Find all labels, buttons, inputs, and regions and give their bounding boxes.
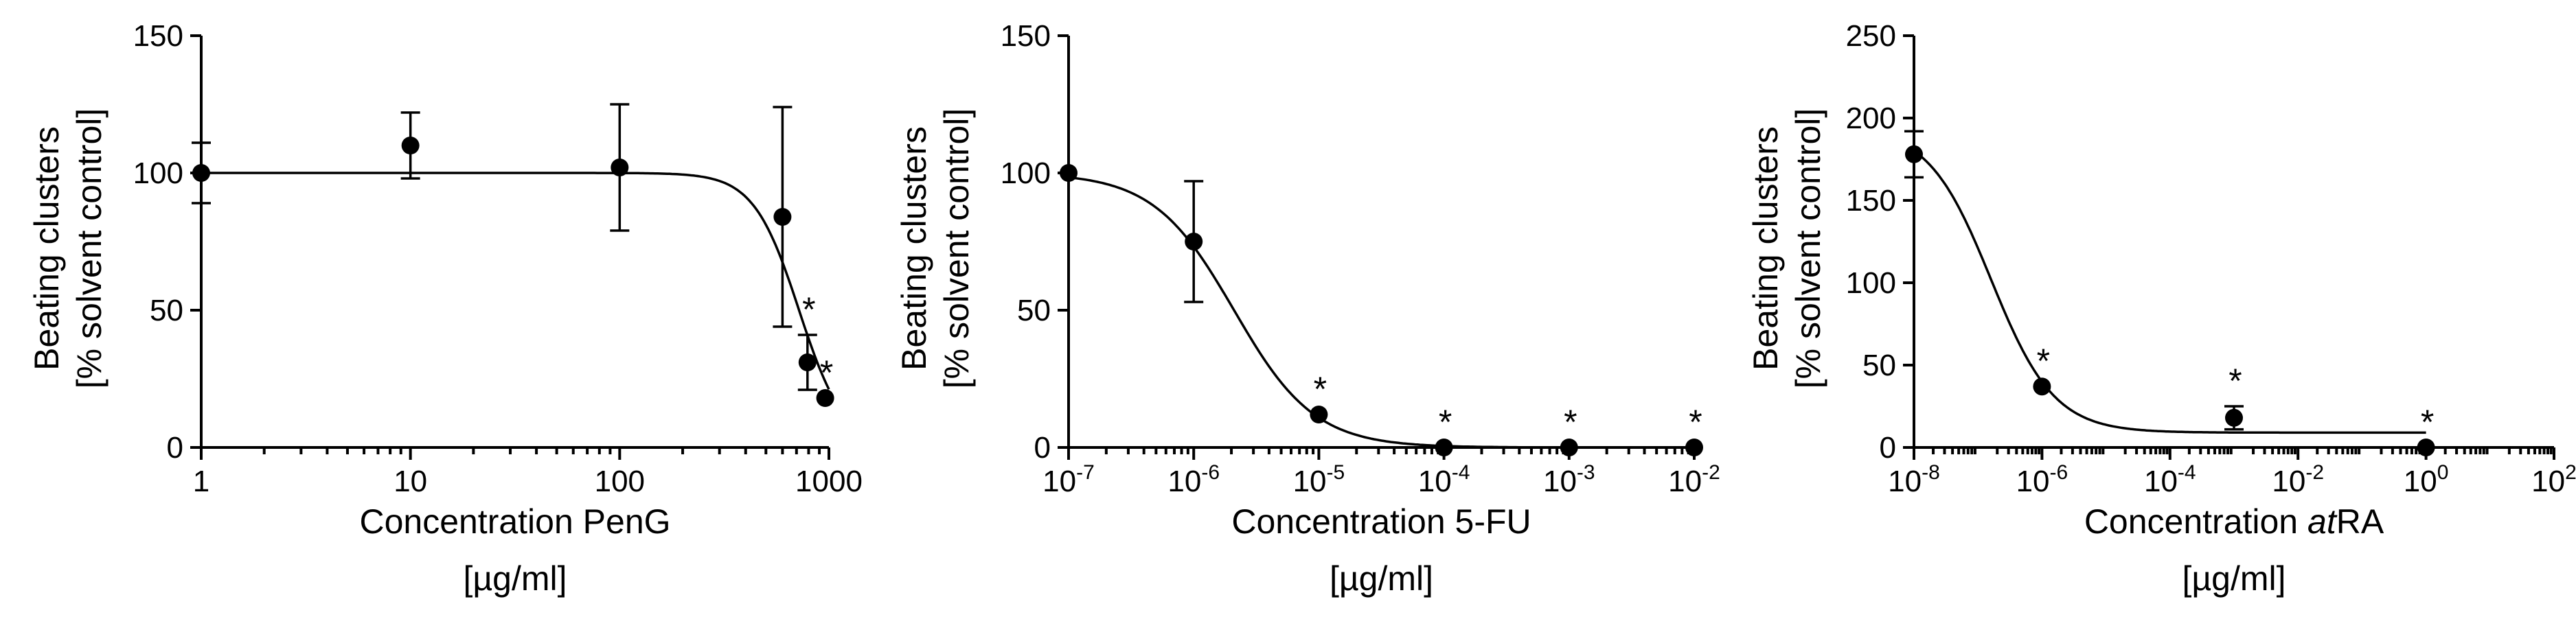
significance-star: * (1314, 370, 1327, 408)
x-axis-title: Concentration PenG (359, 502, 670, 541)
y-tick-label: 50 (150, 294, 183, 327)
data-point (1685, 439, 1703, 456)
x-axis-unit: [µg/ml] (1330, 559, 1433, 598)
fit-curve (1068, 176, 1694, 449)
data-point (1560, 439, 1578, 456)
y-tick-label: 100 (133, 156, 183, 190)
y-tick-label: 0 (1880, 431, 1896, 465)
y-tick-label: 250 (1846, 19, 1896, 53)
x-tick-label: 10-3 (1543, 461, 1595, 498)
fit-curve (1913, 150, 2426, 434)
x-tick-label: 100 (2404, 461, 2449, 498)
y-tick-label: 0 (1034, 431, 1051, 465)
y-tick-label: 200 (1846, 102, 1896, 135)
x-tick-label: 10-5 (1293, 461, 1345, 498)
data-point (192, 164, 210, 182)
y-tick-label: 150 (133, 19, 183, 53)
fit-curve (201, 172, 830, 390)
data-point (1060, 164, 1078, 182)
x-tick-label: 10-7 (1042, 461, 1095, 498)
y-tick-label: 50 (1017, 294, 1051, 327)
x-tick-label: 10-6 (2016, 461, 2068, 498)
data-point (798, 353, 817, 371)
data-point (1310, 406, 1328, 423)
significance-star: * (1564, 403, 1577, 441)
significance-star: * (1439, 403, 1452, 441)
y-axis-title: Beating clusters [% solvent control] (895, 108, 976, 389)
data-point (773, 208, 792, 226)
panel-penicillin-g: 0 50 100 150 1 10 100 1000 Beating clusters [% so… (27, 19, 863, 598)
data-point (816, 389, 834, 407)
data-point (1435, 439, 1453, 456)
y-tick-label: 0 (167, 431, 183, 465)
significance-star: * (2037, 342, 2050, 380)
significance-star: * (802, 290, 815, 329)
y-tick-label: 100 (1846, 266, 1896, 300)
x-axis-title: Concentration 5-FU (1231, 502, 1531, 541)
data-point (401, 137, 420, 154)
x-tick-label: 1000 (795, 465, 863, 498)
y-axis-title: Beating clusters [% solvent control] (27, 108, 109, 389)
x-tick-label: 10-4 (2144, 461, 2196, 498)
x-tick-label: 10-8 (1888, 461, 1940, 498)
x-tick-label: 102 (2531, 461, 2576, 498)
x-axis-title: Concentration atRA (2084, 502, 2384, 541)
data-point (2225, 408, 2243, 427)
y-tick-label: 100 (1001, 156, 1051, 190)
significance-star: * (1689, 403, 1702, 441)
panel-all-trans-retinoic-acid: 0 50 100 150 200 250 10-8 10-6 10-4 10-2 100 102 Bea… (1746, 19, 2576, 598)
y-tick-label: 150 (1846, 184, 1896, 218)
x-tick-label: 10-4 (1418, 461, 1470, 498)
y-tick-label: 150 (1001, 19, 1051, 53)
x-axis-unit: [µg/ml] (463, 559, 567, 598)
significance-star: * (2229, 362, 2242, 400)
y-tick-label: 50 (1862, 349, 1896, 382)
y-axis-title: Beating clusters [% solvent control] (1746, 108, 1827, 389)
significance-star: * (2421, 403, 2434, 441)
data-point (1185, 233, 1203, 250)
data-point (611, 159, 629, 176)
data-point (2033, 377, 2051, 396)
x-tick-label: 10 (394, 465, 427, 498)
x-tick-label: 100 (595, 465, 645, 498)
x-tick-label: 10-2 (2272, 461, 2324, 498)
x-axis-unit: [µg/ml] (2182, 559, 2286, 598)
data-point (2417, 439, 2435, 456)
significance-star: * (820, 353, 833, 392)
x-tick-label: 10-6 (1167, 461, 1220, 498)
data-point (1905, 145, 1923, 163)
panel-5-fluorouracil: 0 50 100 150 10-7 10-6 10-5 10-4 10-3 10-2 Beating… (895, 19, 1720, 598)
x-tick-label: 10-2 (1668, 461, 1720, 498)
x-tick-label: 1 (193, 465, 209, 498)
